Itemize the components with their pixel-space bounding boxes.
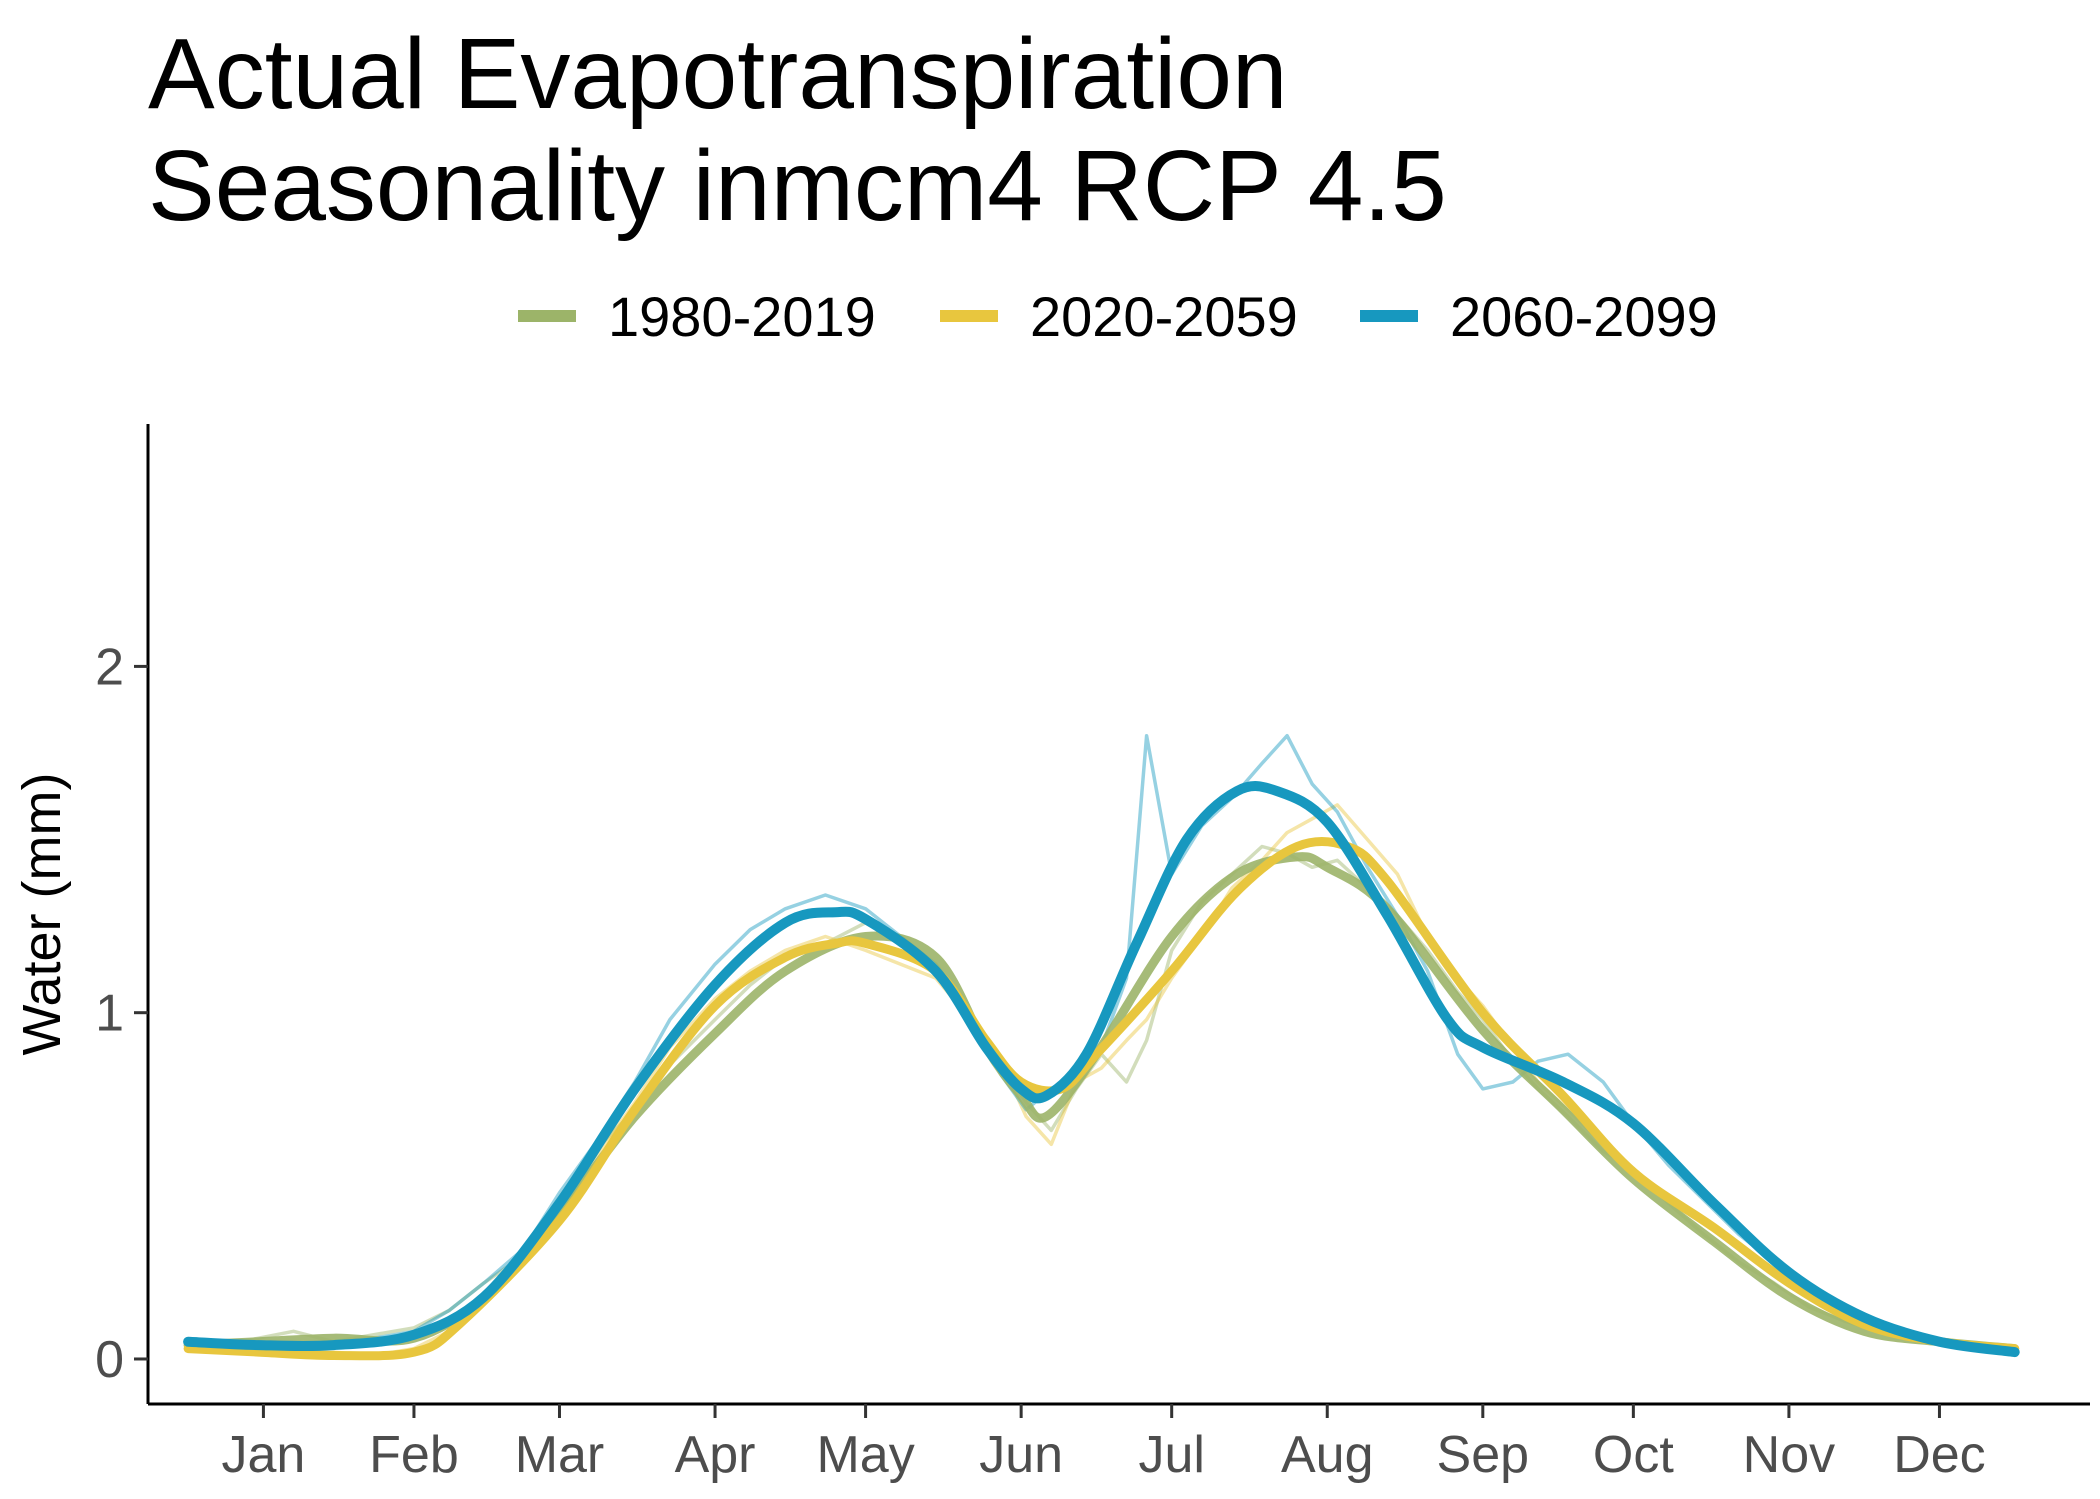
ticks: 0 1 2 Jan Feb Mar Apr May Jun Jul Aug Sep Oct Nov Dec bbox=[95, 638, 1986, 1484]
y-tick-label: 1 bbox=[95, 985, 124, 1043]
x-tick-label: Jul bbox=[1138, 1426, 1204, 1484]
x-tick-label: Jun bbox=[979, 1426, 1063, 1484]
chart-title: Actual Evapotranspiration Seasonality in… bbox=[148, 18, 1447, 242]
y-axis-title: Water (mm) bbox=[12, 773, 72, 1056]
legend-label-2060-2099: 2060-2099 bbox=[1450, 285, 1718, 348]
x-tick-label: Aug bbox=[1281, 1426, 1374, 1484]
x-tick-label: Nov bbox=[1743, 1426, 1835, 1484]
x-tick-label: Feb bbox=[369, 1426, 459, 1484]
x-tick-label: Dec bbox=[1893, 1426, 1985, 1484]
daily-line-1980-2019 bbox=[187, 844, 2015, 1351]
y-tick-label: 2 bbox=[95, 638, 124, 696]
smooth-series-layer bbox=[183, 781, 2020, 1361]
legend-label-1980-2019: 1980-2019 bbox=[608, 285, 876, 348]
series-line-1980-2019 bbox=[183, 852, 2020, 1354]
legend-label-2020-2059: 2020-2059 bbox=[1030, 285, 1298, 348]
x-tick-label: Jan bbox=[221, 1426, 305, 1484]
axes: Water (mm) bbox=[12, 424, 2090, 1406]
daily-line-2020-2059 bbox=[187, 803, 2015, 1358]
y-tick-label: 0 bbox=[95, 1331, 124, 1389]
chart-title-line-1: Actual Evapotranspiration bbox=[148, 18, 1288, 130]
x-tick-label: Oct bbox=[1593, 1426, 1674, 1484]
x-tick-label: Sep bbox=[1437, 1426, 1530, 1484]
chart-title-line-2: Seasonality inmcm4 RCP 4.5 bbox=[148, 130, 1447, 242]
x-tick-label: Apr bbox=[675, 1426, 756, 1484]
x-tick-label: Mar bbox=[515, 1426, 605, 1484]
x-tick-label: May bbox=[816, 1426, 914, 1484]
series-line-2020-2059 bbox=[183, 837, 2020, 1361]
legend: 1980-2019 2020-2059 2060-2099 bbox=[518, 285, 1718, 348]
series-line-2060-2099 bbox=[183, 781, 2020, 1358]
